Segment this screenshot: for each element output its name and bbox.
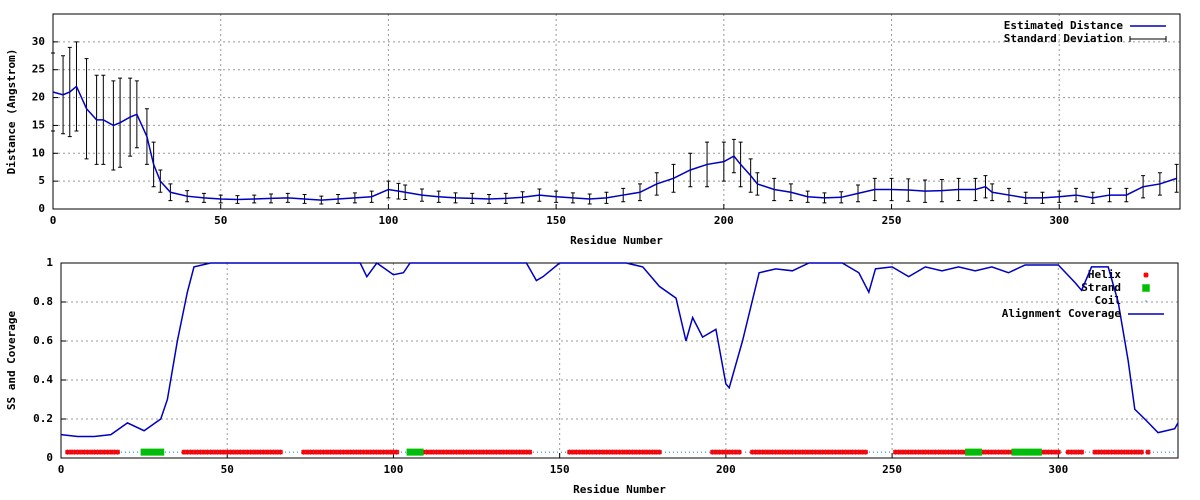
ss-marks xyxy=(301,449,400,455)
legend-label: Alignment Coverage xyxy=(1002,307,1122,320)
y-tick-label: 25 xyxy=(32,63,45,76)
y-tick-label: 0.6 xyxy=(33,334,53,347)
x-tick-label: 300 xyxy=(1049,214,1069,227)
legend-swatch xyxy=(1142,284,1150,292)
ss-marks xyxy=(1145,449,1151,455)
y-tick-label: 0 xyxy=(46,451,53,464)
ss-marks xyxy=(749,449,869,455)
error-bar xyxy=(1174,163,1179,193)
series-line xyxy=(52,85,1177,201)
y-tick-label: 30 xyxy=(32,35,45,48)
ss-marks xyxy=(181,449,283,455)
x-tick-label: 200 xyxy=(714,214,734,227)
legend-label: Standard Deviation xyxy=(1004,32,1123,45)
x-tick-label: 100 xyxy=(378,214,398,227)
y-tick-label: 0 xyxy=(38,202,45,215)
x-tick-label: 0 xyxy=(58,463,65,476)
legend-label: Helix xyxy=(1088,268,1121,281)
legend-swatch xyxy=(1129,36,1167,42)
ss-marks xyxy=(892,449,972,455)
x-tick-label: 100 xyxy=(384,463,404,476)
y-axis-label: Distance (Angstrom) xyxy=(5,49,18,175)
legend-swatch xyxy=(1143,272,1149,278)
ss-marks xyxy=(406,448,424,456)
x-tick-label: 0 xyxy=(50,214,57,227)
legend-label: Coil xyxy=(1095,294,1122,307)
x-tick-label: 50 xyxy=(214,214,227,227)
x-tick-label: 150 xyxy=(546,214,566,227)
x-tick-label: 300 xyxy=(1048,463,1068,476)
x-tick-label: 250 xyxy=(882,463,902,476)
y-tick-label: 20 xyxy=(32,91,45,104)
ss-marks xyxy=(417,449,533,455)
y-tick-label: 15 xyxy=(32,118,45,131)
x-tick-label: 200 xyxy=(716,463,736,476)
x-axis-label: Residue Number xyxy=(573,483,666,496)
y-tick-label: 5 xyxy=(38,174,45,187)
series-line xyxy=(60,261,1179,438)
ss-marks xyxy=(140,448,165,456)
y-tick-label: 0.4 xyxy=(33,373,53,386)
x-tick-label: 250 xyxy=(882,214,902,227)
ss-marks xyxy=(1011,448,1042,456)
legend-label: Strand xyxy=(1081,281,1121,294)
y-tick-label: 1 xyxy=(46,256,53,269)
x-axis-label: Residue Number xyxy=(570,234,663,247)
y-tick-label: 0.8 xyxy=(33,295,53,308)
x-tick-label: 50 xyxy=(221,463,234,476)
y-tick-label: 0.2 xyxy=(33,412,53,425)
y-tick-label: 10 xyxy=(32,146,45,159)
x-tick-label: 150 xyxy=(550,463,570,476)
ss-marks xyxy=(1092,449,1144,455)
legend-label: Estimated Distance xyxy=(1004,19,1124,32)
y-axis-label: SS and Coverage xyxy=(5,310,18,410)
